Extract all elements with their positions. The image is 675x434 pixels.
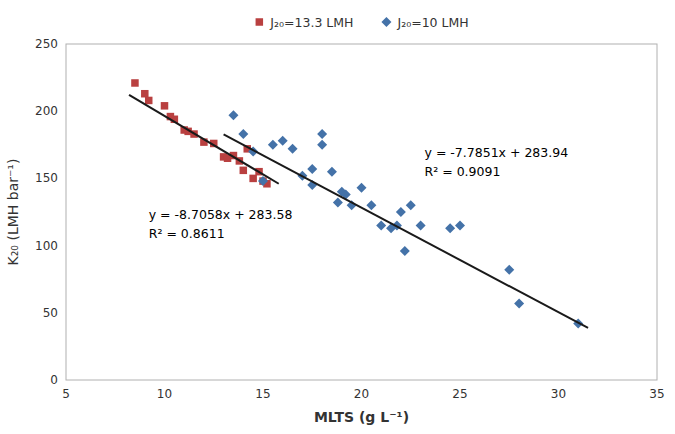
scatter-point [317, 129, 327, 139]
y-tick-label: 0 [50, 373, 58, 387]
scatter-point [406, 200, 416, 210]
scatter-point [400, 246, 410, 256]
legend-symbol [381, 17, 391, 27]
scatter-point [141, 90, 149, 98]
annotation: R² = 0.8611 [149, 226, 225, 241]
trend-line [129, 95, 279, 184]
x-tick-label: 20 [354, 387, 369, 401]
y-tick-label: 100 [35, 239, 58, 253]
scatter-point [307, 164, 317, 174]
x-tick-label: 5 [62, 387, 70, 401]
y-tick-label: 250 [35, 37, 58, 51]
scatter-point [268, 140, 278, 150]
scatter-point [238, 129, 248, 139]
scatter-point [396, 207, 406, 217]
legend-label: J₂₀=10 LMH [396, 15, 468, 30]
scatter-point [357, 183, 367, 193]
legend-item: J₂₀=13.3 LMH [256, 15, 354, 30]
scatter-point [240, 167, 248, 175]
y-tick-label: 150 [35, 171, 58, 185]
trend-line [224, 134, 588, 328]
scatter-point [288, 144, 298, 154]
plot-marks [129, 79, 588, 328]
x-tick-label: 25 [452, 387, 467, 401]
scatter-point [278, 136, 288, 146]
legend-label: J₂₀=13.3 LMH [269, 15, 353, 30]
scatter-point [333, 198, 343, 208]
scatter-point [504, 265, 514, 275]
annotation: y = -7.7851x + 283.94 [425, 145, 569, 160]
annotation: R² = 0.9091 [425, 164, 501, 179]
scatter-point [416, 220, 426, 230]
scatter-point [514, 298, 524, 308]
y-tick-label: 200 [35, 104, 58, 118]
x-tick-label: 15 [255, 387, 270, 401]
plot-frame [66, 44, 657, 380]
scatter-point [327, 167, 337, 177]
scatter-point [366, 200, 376, 210]
scatter-point [445, 223, 455, 233]
x-tick-label: 35 [649, 387, 664, 401]
y-axis-label: K₂₀ (LMH bar⁻¹) [5, 159, 21, 266]
chart: 5 10 15 20 25 30 35 0 50 100 150 200 250 MLTS (g L⁻¹)… [0, 0, 675, 434]
legend-item: J₂₀=10 LMH [381, 15, 468, 30]
x-tick-label: 10 [157, 387, 172, 401]
scatter-point [131, 79, 139, 87]
annotation: y = -8.7058x + 283.58 [149, 207, 293, 222]
scatter-point [145, 97, 153, 105]
scatter-point [455, 220, 465, 230]
scatter-point [161, 102, 169, 110]
x-tick-label: 30 [551, 387, 566, 401]
x-axis-label: MLTS (g L⁻¹) [314, 409, 409, 425]
scatter-point [317, 140, 327, 150]
y-tick-label: 50 [43, 306, 58, 320]
scatter-point [376, 220, 386, 230]
scatter-point [249, 175, 257, 183]
legend: J₂₀=13.3 LMH J₂₀=10 LMH [256, 15, 469, 30]
scatter-point [228, 110, 238, 120]
legend-symbol [256, 18, 264, 26]
